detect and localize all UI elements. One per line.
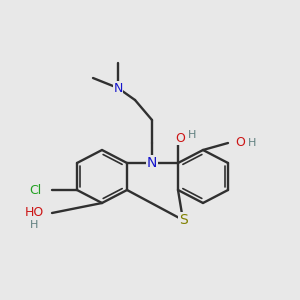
Text: N: N xyxy=(113,82,123,94)
Text: O: O xyxy=(175,131,185,145)
Text: H: H xyxy=(188,130,196,140)
Text: H: H xyxy=(248,138,256,148)
Text: N: N xyxy=(147,156,157,170)
Text: H: H xyxy=(30,220,38,230)
Text: Cl: Cl xyxy=(30,184,42,196)
Text: S: S xyxy=(178,213,188,227)
Text: HO: HO xyxy=(25,206,44,220)
Text: O: O xyxy=(235,136,245,149)
